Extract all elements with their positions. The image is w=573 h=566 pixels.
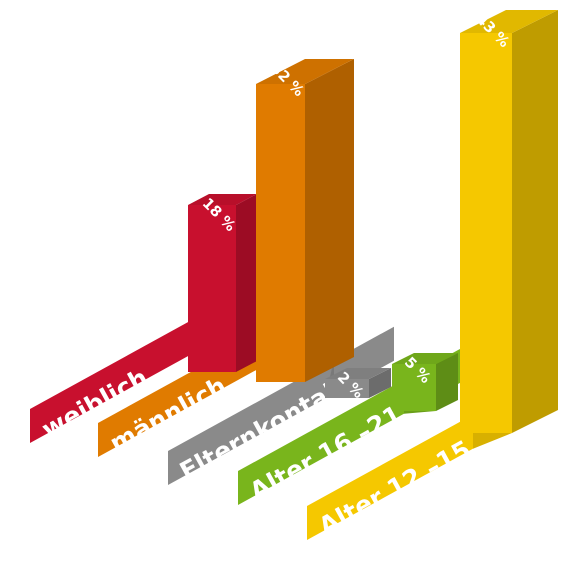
bar-4 — [460, 33, 512, 433]
bar-top-1 — [256, 59, 354, 84]
bar-3 — [392, 364, 436, 411]
bar-top-3 — [392, 353, 458, 364]
bar-side-4 — [512, 10, 558, 433]
bar-top-0 — [188, 194, 257, 205]
bar-1 — [256, 84, 305, 382]
bar-side-0 — [236, 194, 257, 372]
bar-side-3 — [436, 353, 458, 411]
bar-side-1 — [305, 59, 354, 382]
bar-2 — [325, 379, 369, 398]
bars: 18 %32 %2 % 5 %43 % — [188, 10, 558, 433]
bar-top-4 — [460, 10, 558, 33]
ribbon-2 — [168, 326, 394, 485]
bar-side-2 — [369, 368, 391, 398]
bar-0 — [188, 205, 236, 372]
bar-top-2 — [325, 368, 391, 379]
